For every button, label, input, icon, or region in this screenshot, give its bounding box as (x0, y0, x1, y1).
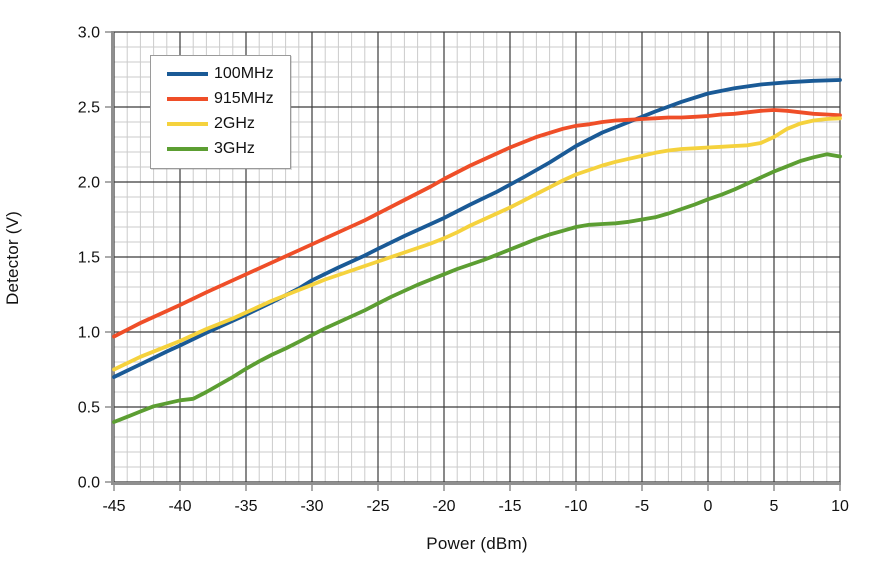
y-tick-label: 2.5 (78, 100, 100, 117)
x-tick-label: 0 (704, 498, 713, 515)
y-tick-label: 2.0 (78, 175, 100, 192)
legend-label: 2GHz (214, 114, 255, 132)
series-line-3ghz (112, 152, 842, 424)
legend-item-3ghz: 3GHz (167, 136, 274, 161)
y-tick-label: 0.0 (78, 475, 100, 492)
x-tick-label: 5 (770, 498, 779, 515)
legend-swatch-2ghz (167, 121, 208, 126)
legend-label: 3GHz (214, 139, 255, 157)
legend-item-2ghz: 2GHz (167, 111, 274, 136)
y-tick-label: 1.0 (78, 325, 100, 342)
legend-swatch-3ghz (167, 146, 208, 151)
series-line-2ghz (112, 116, 842, 372)
legend-item-915mhz: 915MHz (167, 86, 274, 111)
x-tick-label: -35 (234, 498, 257, 515)
y-tick-label: 1.5 (78, 250, 100, 267)
x-tick-label: -45 (102, 498, 125, 515)
legend-swatch-100mhz (167, 71, 208, 76)
y-axis-title: Detector (V) (3, 210, 22, 306)
x-tick-label: -40 (168, 498, 191, 515)
x-tick-label: -20 (432, 498, 455, 515)
legend-label: 915MHz (214, 89, 274, 107)
legend-label: 100MHz (214, 64, 274, 82)
x-axis-title: Power (dBm) (426, 534, 528, 553)
x-tick-label: -5 (635, 498, 649, 515)
x-tick-label: -10 (564, 498, 587, 515)
legend-swatch-915mhz (167, 96, 208, 101)
series-line-915mhz (112, 108, 842, 339)
x-tick-label: -15 (498, 498, 521, 515)
y-tick-label: 3.0 (78, 25, 100, 42)
legend: 100MHz 915MHz 2GHz 3GHz (150, 55, 291, 169)
series-line-100mhz (112, 78, 842, 379)
x-tick-label: -25 (366, 498, 389, 515)
x-tick-label: -30 (300, 498, 323, 515)
y-tick-label: 0.5 (78, 400, 100, 417)
legend-item-100mhz: 100MHz (167, 61, 274, 86)
x-tick-label: 10 (831, 498, 849, 515)
